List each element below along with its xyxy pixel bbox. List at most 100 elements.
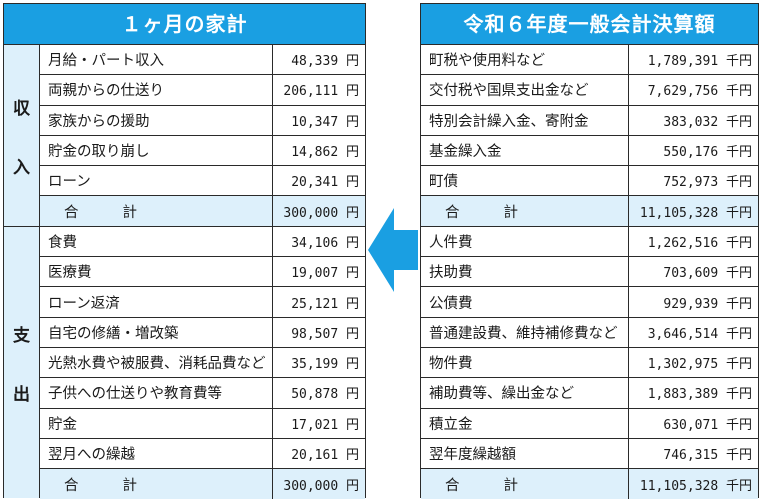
item-amount: 1,262,516 千円 (647, 235, 752, 251)
item-label: 普通建設費、維持補修費など (421, 317, 629, 347)
expense-row: 光熱水費や被服費、消耗品費など 35,199 円 (40, 347, 365, 379)
item-label: 交付税や国県支出金など (421, 75, 629, 105)
item-amount: 703,609 千円 (663, 266, 752, 282)
item-amount: 14,862 円 (291, 145, 359, 161)
item-label: 町債 (421, 166, 629, 196)
item-amount: 19,007 円 (291, 266, 359, 282)
household-title: １ヶ月の家計 (4, 4, 365, 45)
total-label-char-1: 合 (445, 204, 460, 221)
total-label: 合計 (40, 469, 273, 500)
total-amount: 300,000 円 (273, 469, 365, 500)
expense-row: 子供への仕送りや教育費等 50,878 円 (40, 378, 365, 409)
item-label: 貯金 (40, 408, 273, 438)
revenue-row: 町税や使用料など 1,789,391 千円 (421, 45, 758, 76)
item-amount: 1,789,391 千円 (647, 54, 752, 70)
total-label: 合計 (421, 469, 629, 500)
item-amount: 20,341 円 (291, 175, 359, 191)
expense-section-label: 支 出 (4, 227, 40, 498)
revenue-row: 町債 752,973 千円 (421, 166, 758, 197)
income-row: 両親からの仕送り 206,111 円 (40, 75, 365, 106)
expenditure-total-row: 合計 11,105,328 千円 (421, 469, 758, 500)
household-table: 月給・パート収入 48,339 円両親からの仕送り 206,111 円家族からの援助… (40, 45, 365, 500)
budget-title: 令和６年度一般会計決算額 (421, 4, 758, 45)
item-label: 物件費 (421, 347, 629, 378)
income-section-label: 収 入 (4, 45, 40, 227)
income-row: 貯金の取り崩し 14,862 円 (40, 135, 365, 167)
total-label-char-2: 計 (122, 477, 138, 494)
income-row: 家族からの援助 10,347 円 (40, 105, 365, 136)
revenue-row: 基金繰入金 550,176 千円 (421, 135, 758, 167)
expenditure-row: 物件費 1,302,975 千円 (421, 347, 758, 379)
item-amount: 17,021 円 (291, 417, 359, 433)
item-label: 自宅の修繕・増改築 (40, 317, 273, 347)
revenue-row: 交付税や国県支出金など 7,629,756 千円 (421, 75, 758, 106)
item-label: 翌月への繰越 (40, 438, 273, 469)
total-label-char-1: 合 (64, 204, 79, 221)
item-amount: 752,973 千円 (663, 175, 752, 191)
expenditure-row: 補助費等、繰出金など 1,883,389 千円 (421, 378, 758, 409)
item-label: 家族からの援助 (40, 105, 273, 135)
left-arrow-icon (368, 208, 418, 292)
item-label: 両親からの仕送り (40, 75, 273, 105)
item-amount: 746,315 千円 (663, 448, 752, 463)
item-amount: 48,339 円 (291, 54, 359, 70)
expense-label-char-1: 支 (13, 325, 30, 346)
expense-row: ローン返済 25,121 円 (40, 287, 365, 318)
item-amount: 550,176 千円 (663, 145, 752, 161)
item-amount: 630,071 千円 (663, 417, 752, 433)
item-amount: 1,302,975 千円 (647, 357, 752, 373)
item-label: 扶助費 (421, 257, 629, 287)
total-label-char-1: 合 (445, 477, 460, 494)
expenditure-row: 公債費 929,939 千円 (421, 287, 758, 318)
revenue-total-row: 合計 11,105,328 千円 (421, 196, 758, 227)
item-amount: 383,032 千円 (663, 114, 752, 130)
income-row: ローン 20,341 円 (40, 166, 365, 197)
household-panel: １ヶ月の家計 収 入 支 出 月給・パート収入 48,339 円両親からの仕送り 2… (3, 3, 366, 500)
expense-row: 貯金 17,021 円 (40, 408, 365, 439)
item-amount: 10,347 円 (291, 114, 359, 130)
total-amount: 300,000 円 (273, 196, 365, 226)
item-label: 医療費 (40, 257, 273, 287)
expense-label-char-2: 出 (13, 384, 30, 405)
expense-row: 医療費 19,007 円 (40, 257, 365, 288)
item-label: 貯金の取り崩し (40, 135, 273, 166)
total-label-char-2: 計 (503, 477, 519, 494)
expense-row: 翌月への繰越 20,161 円 (40, 438, 365, 470)
item-amount: 50,878 円 (291, 387, 359, 403)
income-label-char-1: 収 (13, 98, 30, 119)
expenditure-row: 積立金 630,071 千円 (421, 408, 758, 439)
item-amount: 34,106 円 (291, 235, 359, 251)
item-amount: 929,939 千円 (663, 296, 752, 312)
expenditure-row: 翌年度繰越額 746,315 千円 (421, 438, 758, 470)
expense-total-row: 合計 300,000 円 (40, 469, 365, 500)
item-label: ローン返済 (40, 287, 273, 317)
item-label: 月給・パート収入 (40, 45, 273, 75)
total-label-char-1: 合 (64, 477, 79, 494)
total-label: 合計 (421, 196, 629, 226)
expense-row: 自宅の修繕・増改築 98,507 円 (40, 317, 365, 348)
total-amount: 11,105,328 千円 (629, 196, 758, 226)
total-amount: 11,105,328 千円 (629, 469, 758, 500)
item-amount: 98,507 円 (291, 326, 359, 342)
item-label: 基金繰入金 (421, 135, 629, 166)
item-label: 翌年度繰越額 (421, 438, 629, 469)
item-label: ローン (40, 166, 273, 196)
item-label: 人件費 (421, 226, 629, 257)
item-label: 補助費等、繰出金など (421, 378, 629, 408)
item-label: 特別会計繰入金、寄附金 (421, 105, 629, 135)
income-total-row: 合 計 300,000 円 (40, 196, 365, 227)
item-label: 光熱水費や被服費、消耗品費など (40, 347, 273, 378)
expense-row: 食費 34,106 円 (40, 226, 365, 258)
item-label: 積立金 (421, 408, 629, 438)
revenue-row: 特別会計繰入金、寄附金 383,032 千円 (421, 105, 758, 136)
income-row: 月給・パート収入 48,339 円 (40, 45, 365, 76)
item-amount: 206,111 円 (283, 84, 359, 100)
total-label-char-2: 計 (122, 204, 138, 221)
household-rows: 収 入 支 出 月給・パート収入 48,339 円両親からの仕送り 206,111 … (4, 45, 365, 500)
total-label-char-2: 計 (503, 204, 519, 221)
item-amount: 1,883,389 千円 (647, 387, 752, 403)
item-label: 食費 (40, 226, 273, 257)
expenditure-row: 扶助費 703,609 千円 (421, 257, 758, 288)
item-amount: 35,199 円 (291, 357, 359, 373)
budget-panel: 令和６年度一般会計決算額 町税や使用料など 1,789,391 千円 交付税や国県支… (420, 3, 759, 500)
